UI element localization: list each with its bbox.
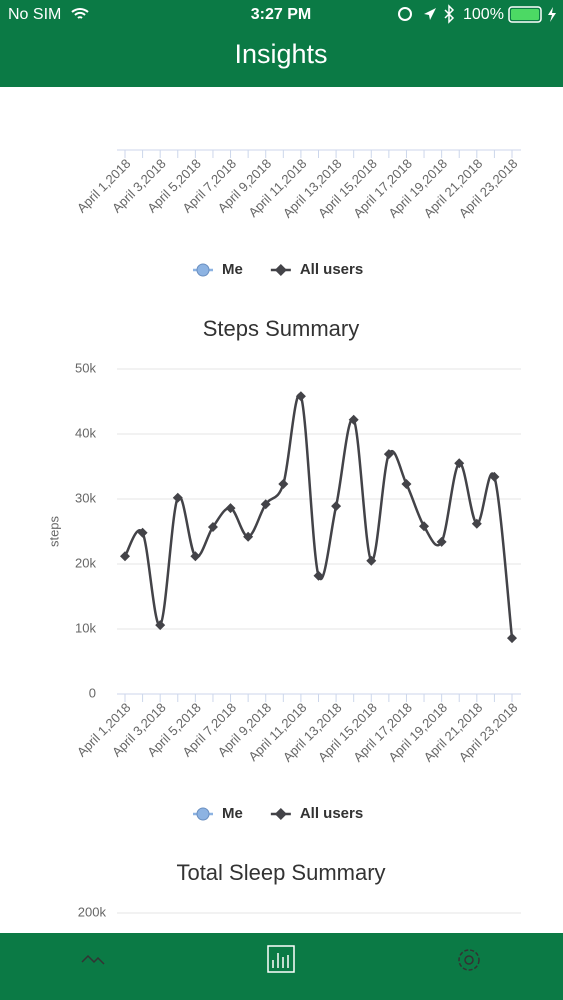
y-axis-label: steps bbox=[46, 515, 61, 547]
legend-marker bbox=[196, 263, 210, 277]
data-point bbox=[120, 551, 130, 562]
chart-title: Steps Summary bbox=[203, 316, 360, 341]
data-point bbox=[383, 449, 394, 460]
legend-label: All users bbox=[300, 805, 363, 822]
y-tick-label: 200k bbox=[78, 904, 107, 919]
carrier: No SIM bbox=[8, 6, 61, 23]
data-point bbox=[278, 479, 289, 490]
legend-marker bbox=[274, 808, 287, 820]
legend-label: Me bbox=[222, 805, 243, 822]
y-tick-label: 30k bbox=[75, 490, 96, 505]
data-point bbox=[243, 531, 254, 542]
y-tick-label: 40k bbox=[75, 425, 96, 440]
clock: 3:27 PM bbox=[251, 6, 311, 23]
data-point bbox=[331, 501, 342, 512]
insights-icon bbox=[267, 945, 295, 973]
data-point bbox=[348, 414, 359, 425]
bluetooth-icon bbox=[444, 4, 455, 24]
battery-level bbox=[511, 9, 539, 20]
charging-icon bbox=[548, 7, 556, 22]
chart-title: Total Sleep Summary bbox=[176, 860, 385, 885]
series-line bbox=[123, 393, 514, 639]
wifi-icon bbox=[71, 8, 89, 19]
legend-marker bbox=[196, 807, 210, 821]
data-point bbox=[190, 551, 201, 562]
data-point bbox=[225, 503, 236, 514]
data-point bbox=[155, 620, 166, 631]
header-bg bbox=[0, 0, 563, 87]
data-point bbox=[313, 570, 324, 581]
data-point bbox=[489, 471, 500, 482]
data-point bbox=[436, 536, 447, 547]
data-point bbox=[419, 521, 430, 532]
tab-bar bbox=[0, 933, 563, 1000]
data-point bbox=[137, 527, 148, 538]
y-tick-label: 0 bbox=[89, 685, 96, 700]
settings-icon bbox=[458, 949, 480, 971]
battery-percent: 100% bbox=[463, 6, 504, 23]
legend-label: Me bbox=[222, 261, 243, 278]
y-tick-label: 10k bbox=[75, 620, 96, 635]
header-title: Insights bbox=[234, 39, 327, 69]
location-icon bbox=[424, 8, 436, 20]
data-point bbox=[260, 499, 271, 510]
data-point bbox=[207, 521, 218, 532]
data-point bbox=[172, 492, 183, 503]
legend-label: All users bbox=[300, 261, 363, 278]
data-point bbox=[471, 518, 482, 529]
data-point bbox=[366, 555, 377, 566]
data-point bbox=[454, 458, 465, 469]
data-point bbox=[401, 479, 412, 490]
y-tick-label: 20k bbox=[75, 555, 96, 570]
y-tick-label: 50k bbox=[75, 360, 96, 375]
legend-marker bbox=[274, 264, 287, 276]
lock-icon bbox=[398, 7, 412, 21]
track-icon bbox=[81, 954, 105, 965]
battery-icon bbox=[508, 6, 542, 23]
data-point bbox=[507, 633, 517, 644]
data-point bbox=[295, 391, 306, 402]
